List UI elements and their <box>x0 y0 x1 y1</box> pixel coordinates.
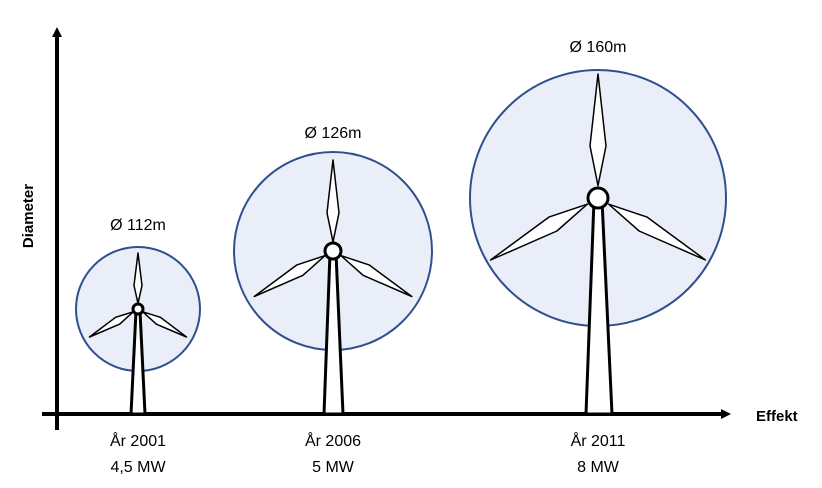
turbine-2011: Ø 160m År 2011 8 MW <box>469 39 727 476</box>
power-label: 5 MW <box>312 459 355 476</box>
blade-3 <box>88 311 134 338</box>
blade-2 <box>607 203 707 261</box>
diameter-label: Ø 112m <box>110 217 166 234</box>
blade-2 <box>142 311 188 338</box>
year-label: År 2011 <box>571 431 626 450</box>
blades <box>253 159 413 298</box>
turbine-2001: Ø 112m År 2001 4,5 MW <box>75 217 201 476</box>
y-axis-label: Diameter <box>20 184 37 248</box>
blade-3 <box>489 203 589 261</box>
hub <box>131 302 145 316</box>
blade-3 <box>253 254 326 298</box>
hub <box>586 186 610 210</box>
blades <box>88 252 188 338</box>
blade-1 <box>133 252 143 305</box>
power-label: 8 MW <box>577 459 620 476</box>
blade-2 <box>340 254 413 298</box>
power-label: 4,5 MW <box>110 459 166 476</box>
blades <box>489 73 707 261</box>
year-label: År 2001 <box>110 431 166 450</box>
x-axis-label: Effekt <box>756 408 798 425</box>
turbine-2006: Ø 126m År 2006 5 MW <box>233 125 433 476</box>
blade-1 <box>326 159 340 243</box>
year-label: År 2006 <box>305 431 361 450</box>
hub <box>323 241 343 261</box>
diameter-label: Ø 160m <box>570 39 627 56</box>
diameter-label: Ø 126m <box>305 125 362 142</box>
blade-1 <box>589 73 607 187</box>
